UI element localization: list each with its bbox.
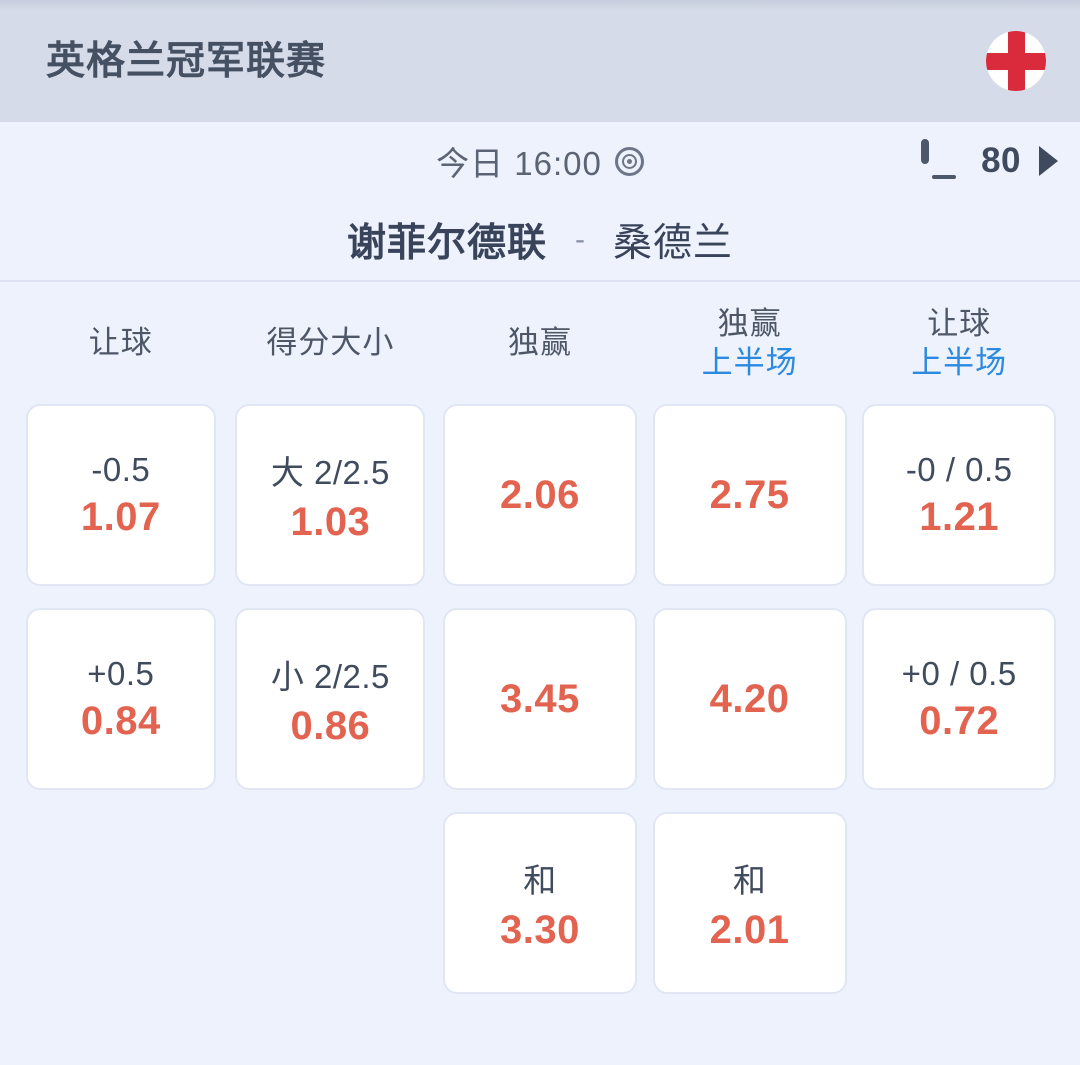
odds-card[interactable]: -0 / 0.5 1.21	[862, 404, 1057, 586]
market-header: 独赢 上半场	[702, 282, 798, 404]
odds-handicap-label: 小 2/2.5	[270, 657, 390, 695]
market-header-main: 让球	[88, 325, 153, 361]
odds-price: 2.75	[709, 472, 790, 517]
odds-handicap-label: -0 / 0.5	[905, 450, 1013, 488]
odds-price: 1.07	[80, 494, 161, 539]
odds-card[interactable]: 和 3.30	[442, 812, 637, 994]
odds-price: 0.72	[919, 698, 1000, 743]
tv-screen	[921, 139, 930, 164]
market-header-main: 独赢	[717, 305, 782, 341]
market-column-handicap-first-half: 让球 上半场 -0 / 0.5 1.21 +0 / 0.5 0.72	[854, 282, 1064, 1016]
market-header: 得分大小	[266, 282, 394, 404]
market-header-sub: 上半场	[911, 344, 1008, 380]
market-column-1x2-first-half: 独赢 上半场 2.75 4.20 和 2.01	[645, 282, 855, 1016]
stream-count-label: 80	[981, 141, 1021, 180]
odds-card[interactable]: +0.5 0.84	[25, 608, 216, 790]
odds-price: 0.84	[80, 698, 161, 743]
chevron-right-icon[interactable]	[1039, 146, 1058, 176]
tv-icon	[921, 139, 967, 179]
market-header-sub: 上半场	[701, 344, 798, 380]
odds-price: 0.86	[290, 703, 371, 748]
market-header: 独赢	[508, 282, 572, 404]
odds-handicap-label: 和	[523, 861, 557, 899]
market-column-1x2: 独赢 2.06 3.45 和 3.30	[435, 282, 645, 1016]
target-icon[interactable]	[614, 146, 644, 176]
odds-price: 1.21	[919, 494, 1000, 539]
market-header-main: 让球	[927, 305, 992, 341]
odds-handicap-label: -0.5	[91, 450, 151, 488]
stream-info[interactable]: 80	[921, 139, 1058, 181]
tv-stand	[932, 175, 957, 179]
market-column-handicap: 让球 -0.5 1.07 +0.5 0.84	[16, 282, 226, 1016]
odds-handicap-label: +0.5	[87, 654, 155, 692]
odds-handicap-label: +0 / 0.5	[901, 654, 1017, 692]
league-title: 英格兰冠军联赛	[46, 39, 327, 83]
markets-grid: 让球 -0.5 1.07 +0.5 0.84 得分大小 大 2/2.5 1.03…	[0, 282, 1080, 1065]
odds-card[interactable]: 小 2/2.5 0.86	[235, 608, 426, 790]
odds-handicap-label: 和	[732, 861, 767, 899]
odds-price: 4.20	[709, 676, 790, 721]
market-header-main: 独赢	[507, 325, 572, 361]
market-header: 让球 上半场	[911, 282, 1007, 404]
odds-card[interactable]: 2.75	[652, 404, 847, 586]
market-header: 让球	[89, 282, 153, 404]
kickoff-time-label: 今日 16:00	[436, 145, 602, 182]
flag-cross-horizontal	[986, 52, 1046, 70]
odds-handicap-label: 大 2/2.5	[270, 453, 390, 491]
market-header-main: 得分大小	[266, 325, 395, 361]
market-column-over-under: 得分大小 大 2/2.5 1.03 小 2/2.5 0.86	[226, 282, 436, 1016]
teams-row[interactable]: 谢菲尔德联 - 桑德兰	[0, 200, 1080, 282]
odds-card[interactable]: +0 / 0.5 0.72	[862, 608, 1057, 790]
odds-price: 2.06	[500, 472, 580, 517]
odds-card[interactable]: 大 2/2.5 1.03	[235, 404, 426, 586]
away-team-name: 桑德兰	[613, 222, 734, 265]
odds-card[interactable]: 2.06	[442, 404, 637, 586]
league-header-bar: 英格兰冠军联赛	[0, 0, 1080, 122]
odds-price: 1.03	[290, 499, 371, 544]
home-team-name: 谢菲尔德联	[346, 222, 547, 265]
odds-card[interactable]: 3.45	[442, 608, 637, 790]
odds-card[interactable]: -0.5 1.07	[25, 404, 216, 586]
odds-price: 3.45	[500, 676, 580, 721]
odds-price: 2.01	[709, 907, 790, 952]
odds-card[interactable]: 4.20	[652, 608, 847, 790]
team-separator: -	[575, 223, 585, 256]
match-meta-row: 今日 16:00 80	[0, 122, 1080, 200]
odds-card[interactable]: 和 2.01	[652, 812, 847, 994]
england-flag-icon	[986, 31, 1046, 91]
odds-price: 3.30	[500, 907, 580, 952]
kickoff-info: 今日 16:00	[436, 137, 644, 185]
